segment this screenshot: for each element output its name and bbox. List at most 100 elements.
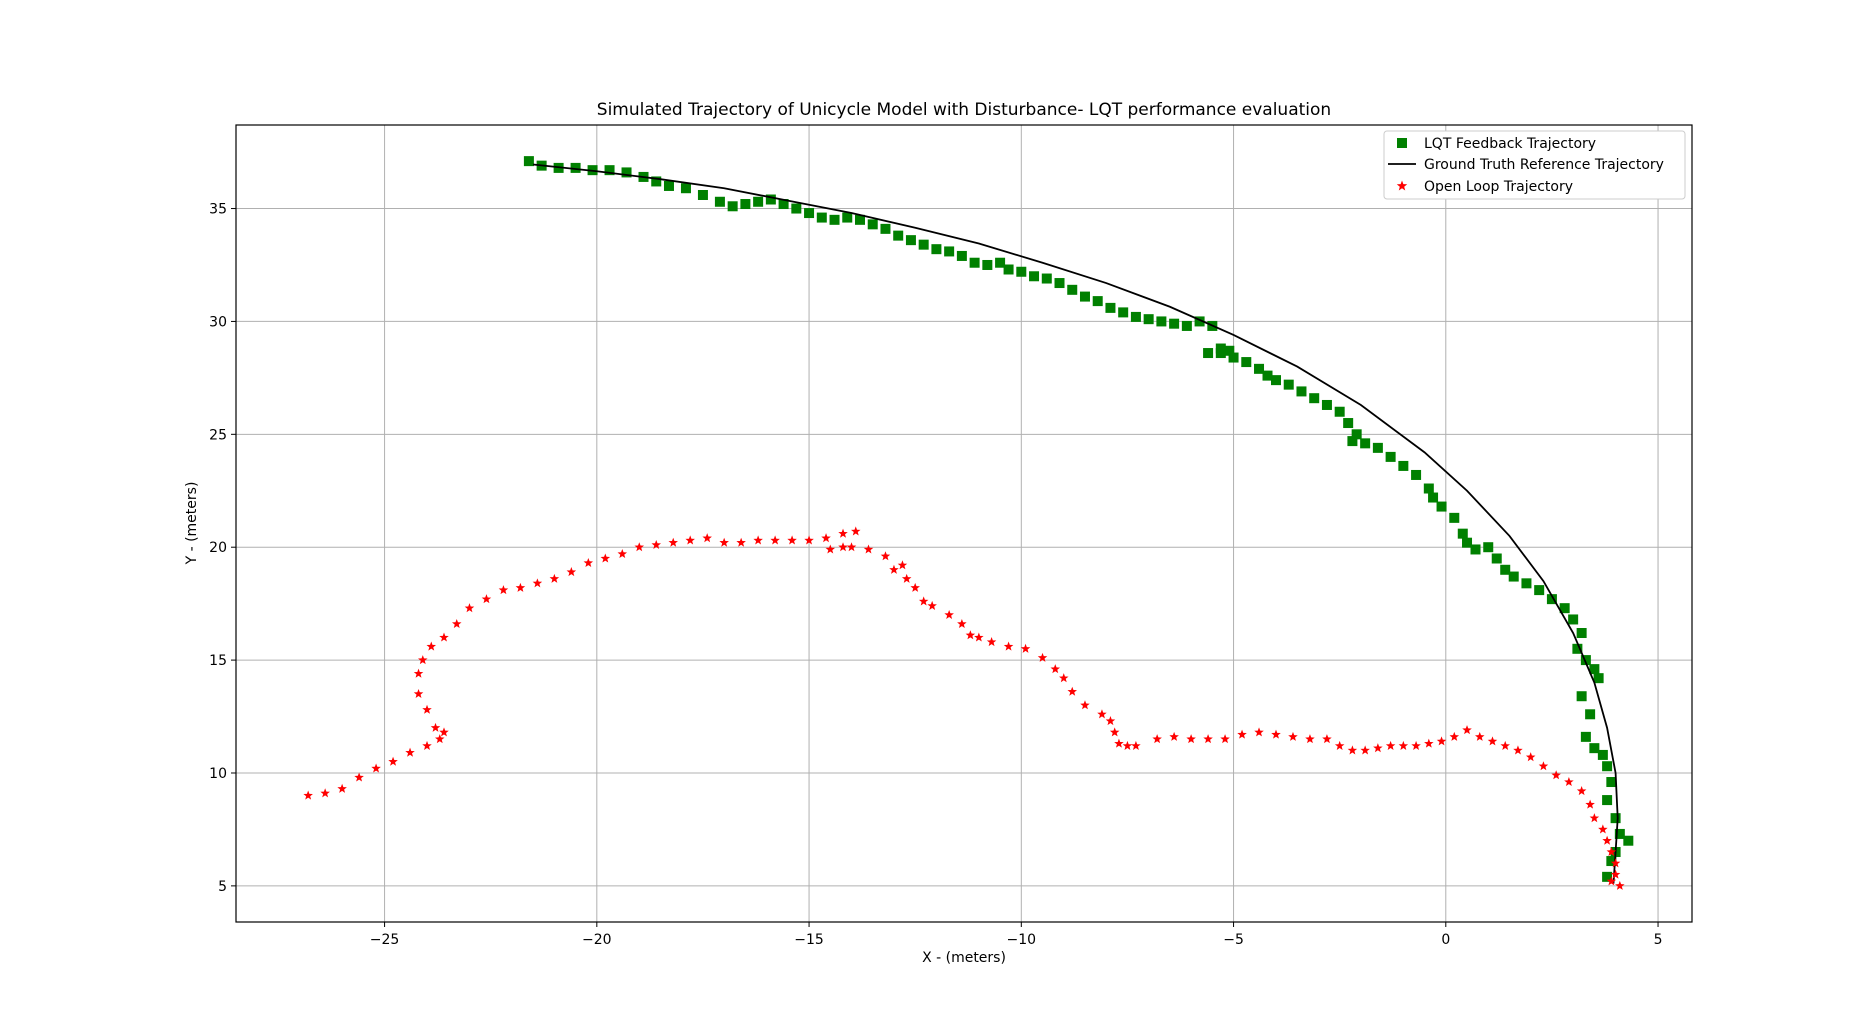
lqt-point [1156, 316, 1167, 327]
open-loop-point [481, 594, 492, 604]
open-loop-point [753, 535, 763, 545]
open-loop-point [303, 790, 313, 800]
lqt-point [1470, 544, 1481, 555]
open-loop-point [1186, 734, 1196, 744]
lqt-point [1254, 363, 1265, 374]
open-loop-point [1203, 734, 1213, 744]
y-tick-label: 30 [209, 314, 227, 330]
open-loop-point [1050, 664, 1061, 674]
open-loop-point [880, 551, 891, 561]
legend: LQT Feedback Trajectory Ground Truth Ref… [1383, 130, 1686, 200]
legend-entry-open-loop: Open Loop Trajectory [1424, 179, 1573, 195]
lqt-point [1597, 749, 1608, 760]
open-loop-point [1487, 736, 1498, 746]
open-loop-point [1615, 880, 1625, 890]
lqt-point [1041, 273, 1052, 284]
open-loop-point [1105, 716, 1116, 726]
y-tick-label: 35 [209, 202, 227, 218]
lqt-point [1321, 399, 1332, 410]
lqt-point [905, 235, 916, 246]
lqt-point [1593, 673, 1604, 684]
x-tick-label: 0 [1441, 932, 1450, 948]
lqt-point [765, 194, 776, 205]
legend-star-shape [1396, 180, 1408, 191]
open-loop-point [1475, 731, 1485, 741]
open-loop-point [1037, 652, 1048, 662]
open-loop-point [1513, 745, 1523, 755]
lqt-point [1449, 512, 1460, 523]
lqt-point [893, 230, 904, 241]
lqt-point [1118, 307, 1129, 318]
lqt-point [1589, 743, 1600, 754]
y-tick-label: 25 [209, 427, 227, 443]
lqt-point [727, 201, 738, 212]
lqt-point [1610, 813, 1621, 824]
open-loop-point [1059, 673, 1069, 683]
open-loop-point [918, 596, 929, 606]
series-ground-truth-line [533, 163, 1619, 884]
lqt-point [816, 212, 827, 223]
lqt-point [1228, 352, 1239, 363]
open-loop-point [1109, 727, 1120, 737]
lqt-point [1343, 418, 1354, 429]
lqt-point [1585, 709, 1596, 720]
open-loop-point [1602, 835, 1612, 845]
open-loop-point [1271, 729, 1281, 739]
lqt-point [1283, 379, 1294, 390]
open-loop-point [897, 560, 908, 570]
open-loop-point [944, 609, 954, 619]
lqt-point [1181, 320, 1192, 331]
open-loop-point [435, 734, 445, 744]
lqt-point [1143, 314, 1154, 325]
lqt-point [1623, 835, 1634, 846]
y-tick-label: 15 [209, 653, 227, 669]
open-loop-point [515, 582, 526, 592]
open-loop-point [1237, 729, 1247, 739]
open-loop-point [405, 747, 415, 757]
open-loop-point [787, 535, 797, 545]
lqt-point [804, 208, 815, 219]
lqt-point [778, 199, 789, 210]
open-loop-point [600, 553, 611, 563]
open-loop-point [413, 688, 424, 699]
open-loop-point [863, 544, 874, 554]
open-loop-point [1585, 799, 1595, 809]
open-loop-point [422, 740, 432, 750]
open-loop-point [1610, 858, 1621, 868]
lqt-point [1224, 345, 1235, 356]
open-loop-point [1606, 847, 1617, 857]
open-loop-point [974, 632, 984, 642]
lqt-point [1092, 296, 1103, 307]
open-loop-point [1097, 709, 1107, 719]
lqt-point [1580, 655, 1591, 666]
lqt-point [1347, 436, 1358, 447]
lqt-point [1351, 429, 1362, 440]
open-loop-point [413, 668, 424, 678]
x-tick-label: −20 [582, 932, 612, 948]
open-loop-point [354, 772, 364, 782]
open-loop-point [1288, 731, 1298, 741]
open-loop-point [1606, 876, 1617, 886]
lqt-point [1589, 664, 1600, 675]
y-axis-label: Y - (meters) [184, 482, 200, 566]
open-loop-point [1598, 824, 1608, 834]
legend-marker-open-loop [1396, 180, 1408, 191]
lqt-point [1423, 483, 1434, 494]
legend-entry-lqt: LQT Feedback Trajectory [1424, 136, 1596, 152]
lqt-point [995, 257, 1006, 268]
lqt-point [523, 156, 534, 167]
open-loop-point [1436, 736, 1447, 746]
open-loop-point [337, 783, 347, 793]
series-open-loop [303, 526, 1625, 890]
lqt-point [1309, 393, 1320, 404]
open-loop-point [418, 655, 428, 665]
open-loop-point [1360, 745, 1370, 755]
open-loop-point [1067, 686, 1077, 696]
open-loop-point [320, 788, 330, 798]
y-tick-label: 5 [218, 879, 227, 895]
lqt-point [714, 196, 725, 207]
lqt-point [1602, 871, 1613, 882]
open-loop-point [804, 535, 814, 545]
lqt-point [680, 183, 691, 194]
